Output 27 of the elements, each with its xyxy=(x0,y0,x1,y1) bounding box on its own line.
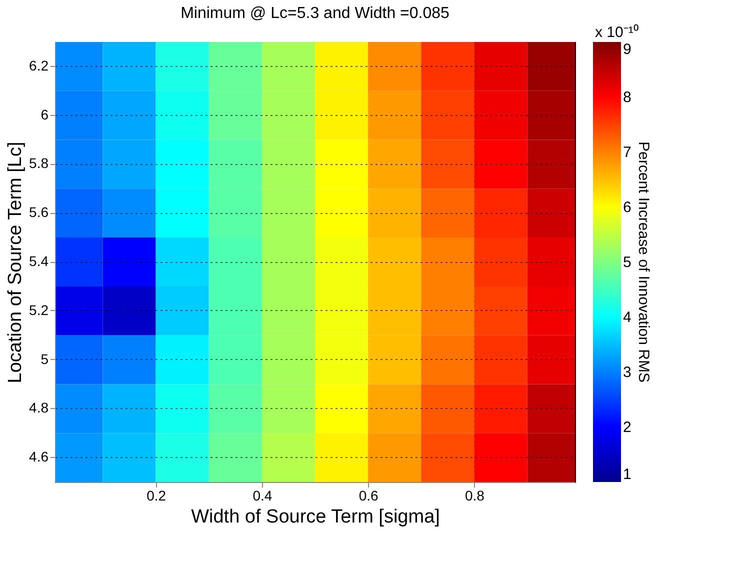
color-bar-label: 9 xyxy=(623,41,632,58)
color-bar-label: 7 xyxy=(623,144,632,161)
y-tick-label: 4.8 xyxy=(29,400,49,416)
y-tick-label: 5.2 xyxy=(29,302,49,318)
text: x 10⁻¹⁰ xyxy=(595,24,638,41)
color-bar-label: 5 xyxy=(623,254,632,271)
y-tick-label: 5.4 xyxy=(29,253,49,269)
y-tick-label: 5 xyxy=(40,350,49,367)
color-bar-title: Percent Increase of Innovation RMS xyxy=(635,142,652,382)
x-tick-label: 0.2 xyxy=(146,488,166,504)
y-axis-title: Location of Source Term [Lc] xyxy=(5,142,26,384)
color-bar-label: 3 xyxy=(623,364,632,381)
y-tick-label: 5.8 xyxy=(29,155,49,172)
color-bar-label: 4 xyxy=(623,309,632,326)
y-tick-label: 6 xyxy=(40,106,49,122)
x-tick-label: 0.8 xyxy=(464,488,485,504)
color-bar-label: 6 xyxy=(623,199,632,216)
x-tick-label: 0.4 xyxy=(252,488,272,504)
y-tick-label: 6.2 xyxy=(29,57,49,74)
color-bar-label: 2 xyxy=(623,419,632,436)
color-bar-label: 1 xyxy=(623,466,632,483)
chart-title: Minimum @ Lc=5.3 and Width =0.085 xyxy=(180,5,450,22)
x-tick-label: 0.6 xyxy=(358,488,379,504)
x-axis-title: Width of Source Term [sigma] xyxy=(191,506,440,528)
color-bar-label: 8 xyxy=(623,89,632,106)
y-tick-label: 4.6 xyxy=(29,448,49,465)
y-tick-label: 5.6 xyxy=(29,204,49,220)
